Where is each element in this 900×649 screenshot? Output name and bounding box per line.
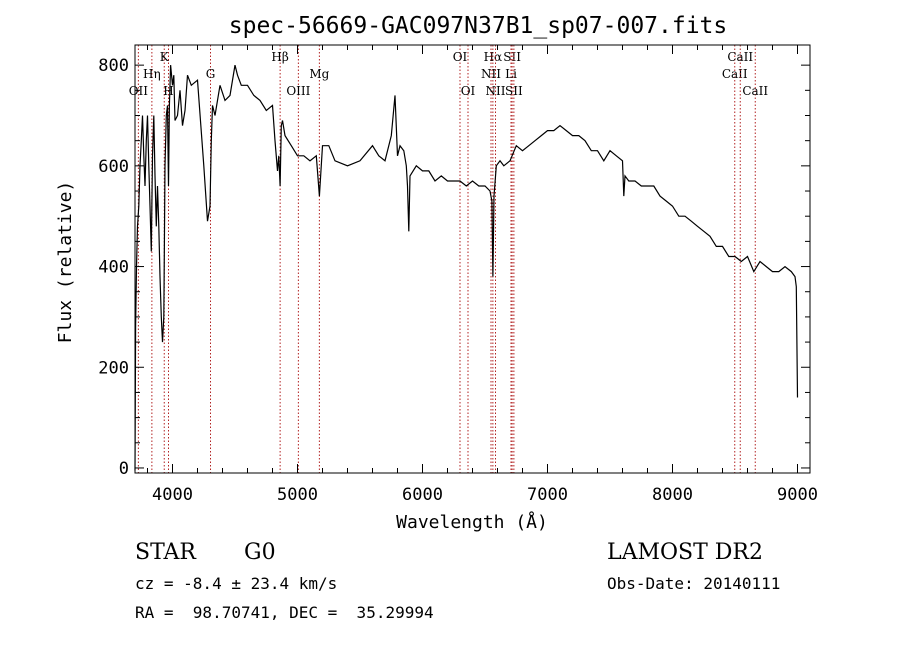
redshift-value: cz = -8.4 ± 23.4 km/s xyxy=(135,574,338,593)
spectral-line-markers: OIIHηKHGHβOIIIMgOIOIHαNIINIISIILiSIICaII… xyxy=(129,45,768,473)
y-tick-label: 200 xyxy=(98,358,129,378)
spectral-line-label: Hα xyxy=(484,50,503,64)
y-axis-label: Flux (relative) xyxy=(55,181,76,344)
x-axis-ticks: 4000 5000 6000 7000 8000 9000 xyxy=(147,45,818,505)
spectral-line-label: SII xyxy=(505,84,523,98)
spectral-line-label: G xyxy=(206,67,216,81)
spectral-line-label: NII xyxy=(481,67,501,81)
spectral-line-label: H xyxy=(163,84,173,98)
spectral-line-label: Mg xyxy=(309,67,329,81)
spectral-line-label: OII xyxy=(129,84,149,98)
spectral-line-label: CaII xyxy=(722,67,748,81)
x-tick-label: 5000 xyxy=(277,485,318,505)
x-tick-label: 7000 xyxy=(527,485,568,505)
x-tick-label: 4000 xyxy=(152,485,193,505)
object-class: STAR xyxy=(135,540,196,565)
y-axis-ticks: 0 200 400 600 800 xyxy=(98,56,810,479)
spectral-line-label: Hη xyxy=(143,67,161,81)
spectral-line-label: Li xyxy=(505,67,517,81)
spectral-line-label: CaII xyxy=(727,50,753,64)
x-tick-label: 6000 xyxy=(402,485,443,505)
object-subclass: G0 xyxy=(244,540,276,565)
coordinates: RA = 98.70741, DEC = 35.29994 xyxy=(135,603,434,622)
spectral-line-label: SII xyxy=(503,50,521,64)
y-tick-label: 400 xyxy=(98,258,129,278)
y-tick-label: 800 xyxy=(98,56,129,76)
plot-frame xyxy=(134,44,811,474)
x-tick-label: 8000 xyxy=(652,485,693,505)
observation-date: Obs-Date: 20140111 xyxy=(607,574,781,593)
spectral-line-label: OIII xyxy=(286,84,310,98)
spectral-line-label: K xyxy=(160,50,170,64)
chart-title: spec-56669-GAC097N37B1_sp07-007.fits xyxy=(229,13,728,39)
spectral-line-label: OI xyxy=(453,50,468,64)
y-tick-label: 0 xyxy=(119,459,129,479)
spectral-line-label: NII xyxy=(486,84,506,98)
spectral-line-label: OI xyxy=(461,84,476,98)
spectral-line-label: CaII xyxy=(742,84,768,98)
x-axis-label: Wavelength (Å) xyxy=(396,511,548,533)
y-tick-label: 600 xyxy=(98,157,129,177)
spectral-line-label: Hβ xyxy=(271,50,288,64)
x-tick-label: 9000 xyxy=(777,485,818,505)
spectrum-line xyxy=(134,64,799,471)
survey-name: LAMOST DR2 xyxy=(607,540,763,565)
